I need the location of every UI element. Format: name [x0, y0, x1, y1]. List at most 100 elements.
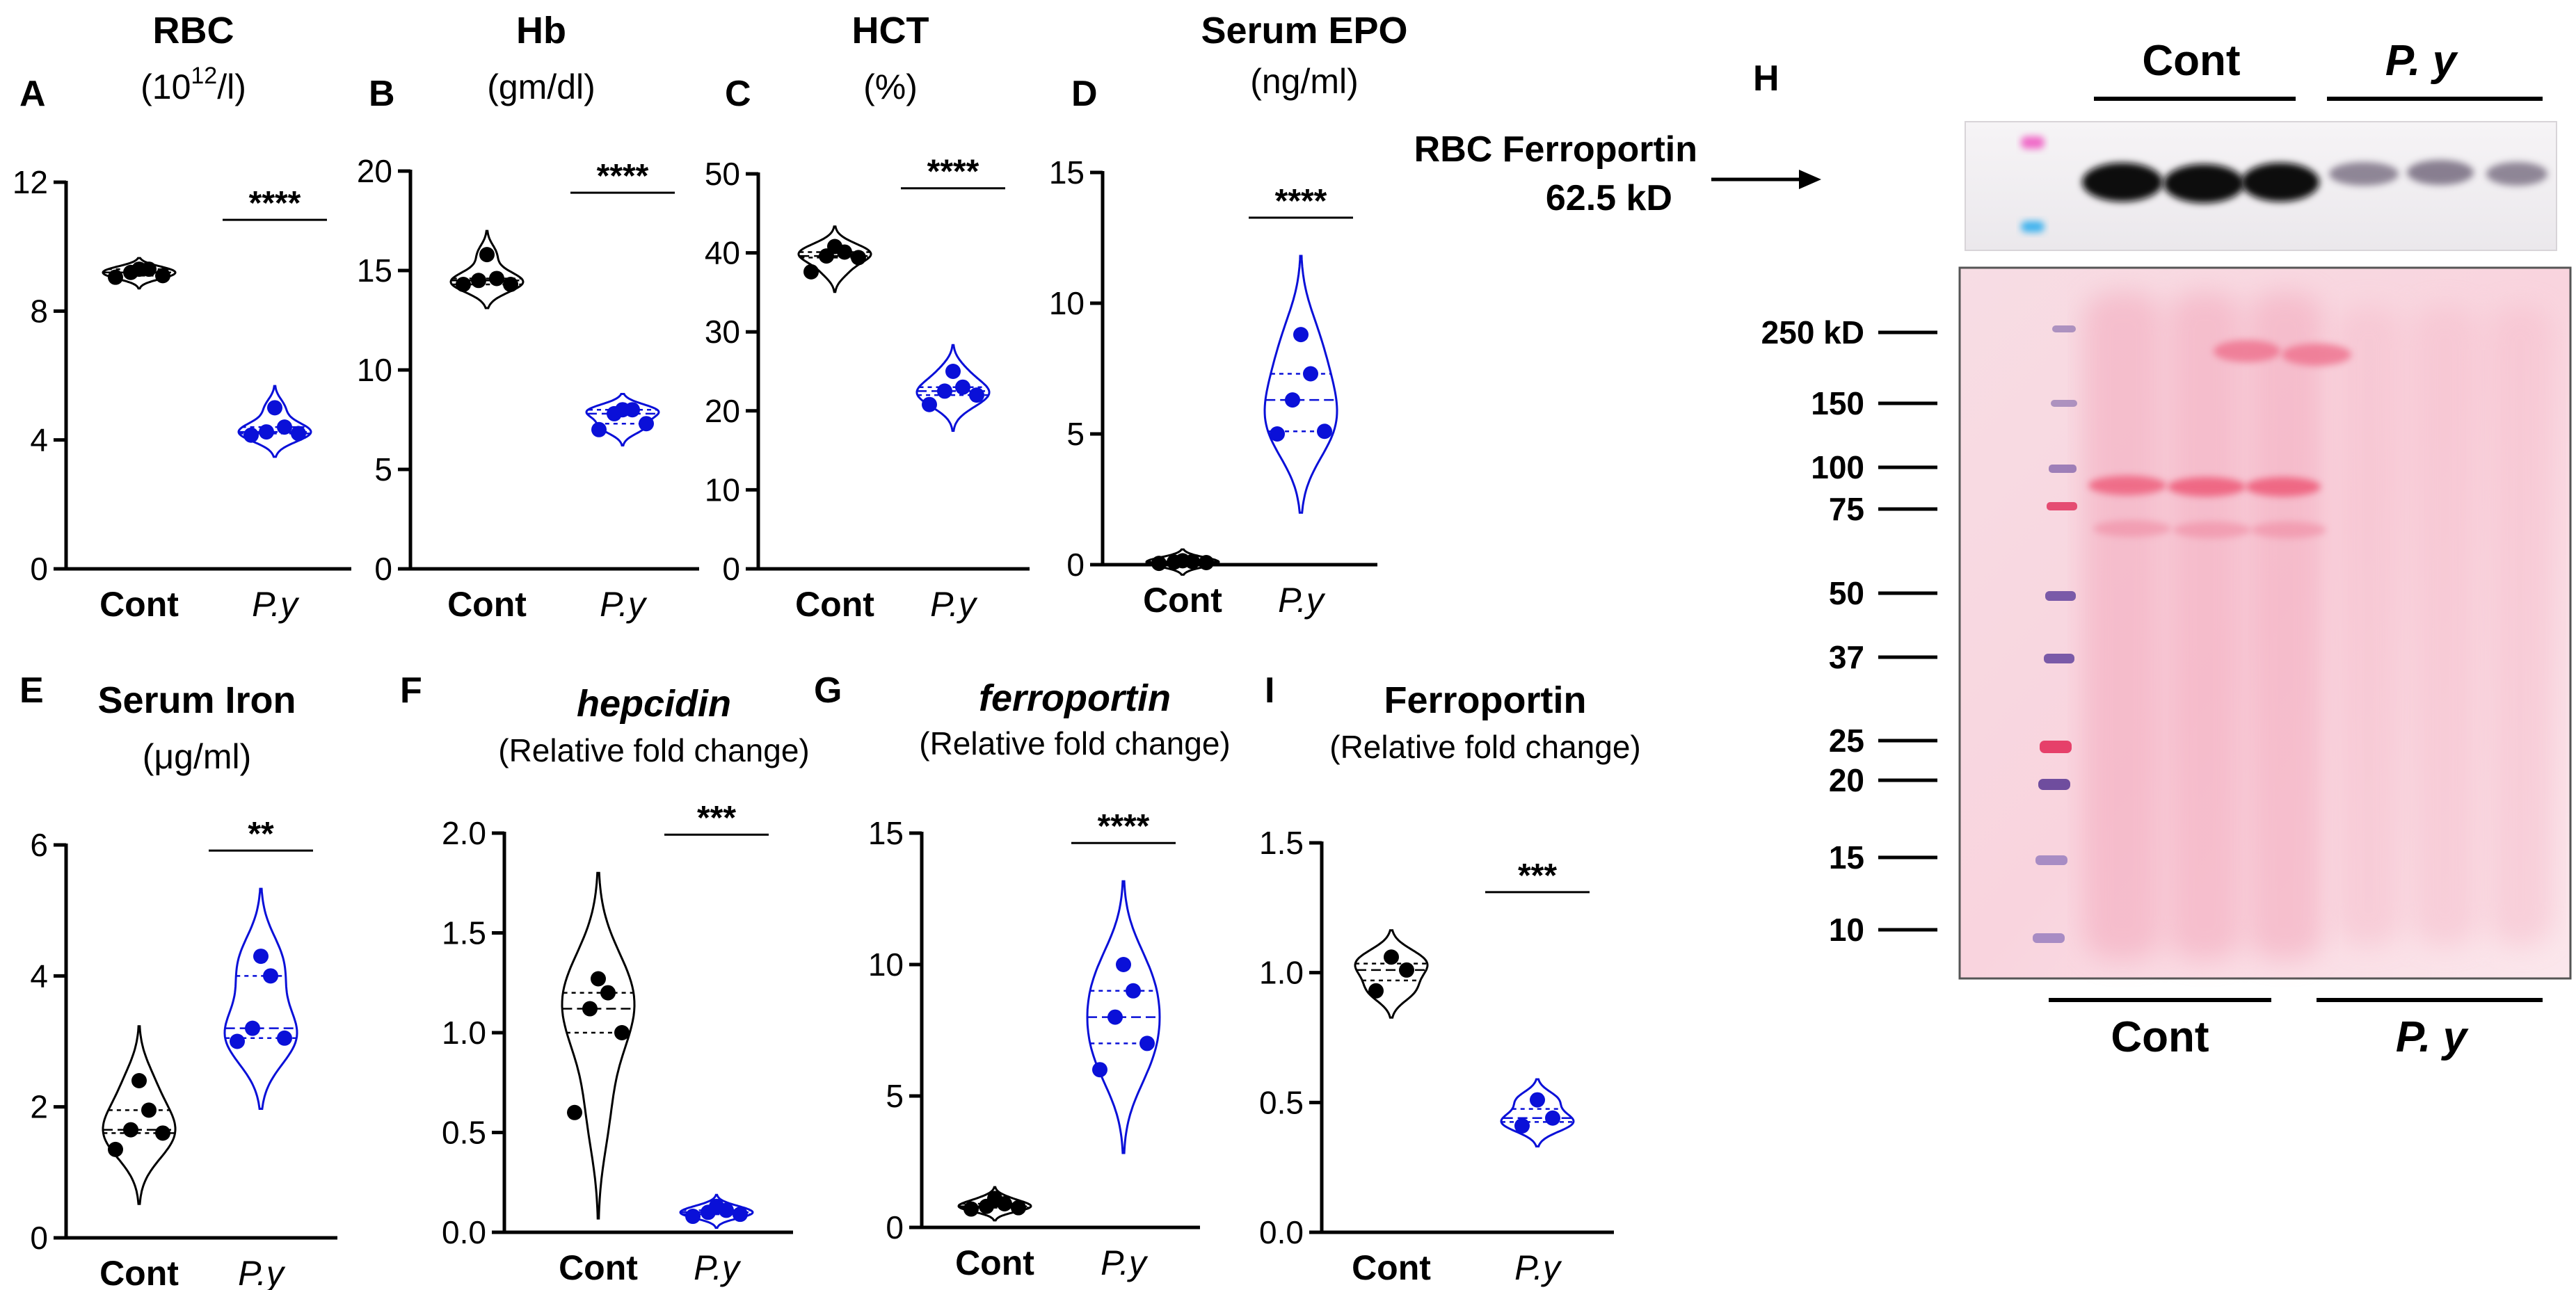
data-point	[969, 387, 984, 403]
panel-title: Ferroportin	[1384, 679, 1587, 721]
data-point	[230, 1033, 245, 1049]
significance-stars: ****	[1098, 808, 1150, 845]
y-tick-label: 10	[868, 946, 904, 983]
panel-letter-f: F	[400, 670, 422, 711]
violin-cont	[797, 225, 872, 293]
significance-stars: ****	[597, 158, 649, 195]
data-point	[1530, 1092, 1545, 1108]
data-point	[1175, 553, 1190, 569]
data-point	[243, 427, 259, 443]
y-tick-label: 4	[30, 958, 48, 994]
x-category-label: Cont	[1143, 581, 1222, 620]
y-tick-label: 0	[1066, 547, 1085, 583]
data-point	[503, 277, 518, 293]
panel-letter-d: D	[1071, 74, 1098, 114]
y-tick-label: 1.5	[442, 915, 486, 951]
panel-letter-e: E	[19, 670, 44, 711]
marker-75: 75	[1829, 491, 1864, 527]
data-point	[733, 1207, 748, 1223]
panel-unit: (Relative fold change)	[498, 732, 809, 768]
data-point	[489, 271, 504, 287]
violin-py	[223, 887, 298, 1110]
y-tick-label: 1.0	[442, 1015, 486, 1051]
y-tick-label: 0.5	[1259, 1084, 1304, 1120]
y-tick-label: 12	[13, 164, 48, 200]
violin-py	[1500, 1078, 1575, 1147]
panel-title: ferroportin	[979, 677, 1171, 719]
data-point	[259, 424, 274, 440]
bottom-group-label-cont: Cont	[2111, 1013, 2209, 1061]
data-point	[1368, 983, 1384, 999]
y-tick-label: 10	[1049, 285, 1085, 321]
ponceau-ladder	[2033, 325, 2077, 943]
ponceau-smears	[2083, 292, 2553, 960]
x-category-label: Cont	[1352, 1248, 1431, 1287]
marker-150: 150	[1811, 385, 1864, 421]
y-tick-label: 15	[357, 252, 392, 289]
significance-stars: ****	[249, 185, 301, 222]
data-point	[1139, 1035, 1155, 1051]
y-tick-label: 20	[705, 393, 740, 429]
data-point	[1270, 426, 1285, 442]
data-point	[1151, 556, 1167, 572]
x-category-label: P.y	[1514, 1248, 1562, 1287]
violin-py	[237, 385, 312, 458]
panel-title: hepcidin	[577, 683, 731, 725]
y-tick-label: 10	[357, 352, 392, 388]
panel-unit: (ng/ml)	[1250, 62, 1359, 101]
band-py-1	[2329, 162, 2399, 186]
blot-group-label-cont: Cont	[2142, 37, 2240, 85]
data-point	[131, 1073, 147, 1088]
data-point	[937, 383, 952, 399]
panel-title: Serum Iron	[97, 679, 296, 721]
x-category-label: Cont	[955, 1243, 1034, 1282]
panel-letter-c: C	[725, 74, 751, 114]
violin-py	[1263, 255, 1338, 514]
data-point	[1126, 983, 1141, 999]
y-tick-label: 0.0	[1259, 1214, 1304, 1250]
panel-letter-a: A	[19, 74, 46, 114]
data-point	[155, 268, 170, 284]
panel-unit: (1012/l)	[141, 63, 246, 106]
data-point	[263, 968, 278, 984]
violin-panels: A RBC (1012/l) 0 4 8 12 Cont P.y **** B Hb (gm/dl) 0 5…	[13, 10, 1641, 1290]
marker-ticks	[1878, 330, 1937, 932]
data-point	[803, 264, 819, 280]
data-point	[291, 426, 306, 442]
data-point	[639, 416, 654, 432]
band-py-3	[2486, 162, 2547, 186]
data-point	[245, 1020, 260, 1036]
data-point	[1011, 1200, 1026, 1216]
data-point	[123, 1122, 138, 1138]
marker-20: 20	[1829, 762, 1864, 798]
blot-group-label-py: P. y	[2385, 37, 2459, 85]
data-point	[108, 269, 123, 285]
panel-letter-h: H	[1753, 58, 1779, 99]
panel-unit: (gm/dl)	[487, 67, 595, 106]
y-tick-label: 1.0	[1259, 955, 1304, 991]
immunoblot-ladder	[2021, 136, 2045, 232]
x-category-label: P.y	[1101, 1243, 1149, 1282]
y-tick-label: 0	[886, 1209, 904, 1245]
marker-10: 10	[1829, 912, 1864, 948]
y-tick-label: 40	[705, 235, 740, 271]
band-cont-1	[2082, 163, 2163, 202]
data-point	[479, 247, 495, 263]
panel-title: RBC	[153, 10, 234, 51]
significance-stars: ****	[1275, 183, 1327, 220]
data-point	[615, 402, 630, 418]
data-point	[277, 1030, 292, 1046]
data-point	[471, 273, 486, 289]
data-point	[253, 949, 269, 965]
panel-letter-g: G	[814, 670, 842, 711]
data-point	[963, 1201, 979, 1217]
significance-stars: ****	[927, 154, 979, 191]
y-tick-label: 0	[30, 1220, 48, 1256]
data-point	[922, 396, 937, 412]
panel-c: C HCT (%) 0 10 20 30 40 50 Cont P.y ****	[705, 10, 1030, 624]
data-point	[591, 421, 607, 437]
data-point	[1303, 366, 1318, 382]
y-tick-label: 5	[886, 1078, 904, 1114]
